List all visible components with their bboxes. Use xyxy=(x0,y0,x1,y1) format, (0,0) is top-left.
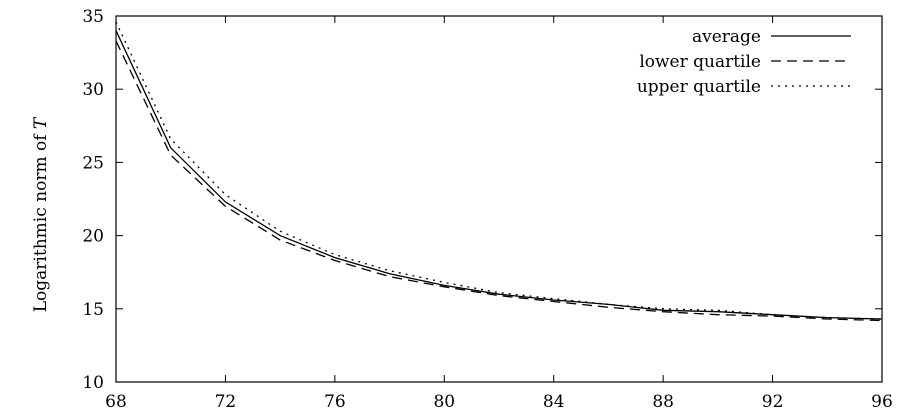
y-tick-label-10: 10 xyxy=(82,373,104,393)
x-tick-label-72: 72 xyxy=(215,392,237,412)
y-axis-title-variable: T xyxy=(31,116,51,129)
x-tick-label-92: 92 xyxy=(762,392,784,412)
x-tick-label-84: 84 xyxy=(543,392,565,412)
x-tick-label-88: 88 xyxy=(652,392,674,412)
legend-label-average: average xyxy=(692,27,761,47)
y-tick-label-35: 35 xyxy=(82,7,104,27)
y-tick-label-25: 25 xyxy=(82,153,104,173)
legend: average lower quartile upper quartile xyxy=(637,27,851,97)
series-group xyxy=(115,21,883,322)
y-axis-title: Logarithmic norm of T xyxy=(31,116,51,312)
x-tick-label-68: 68 xyxy=(105,392,127,412)
y-axis-title-text: Logarithmic norm of xyxy=(31,129,51,312)
y-tick-label-30: 30 xyxy=(82,80,104,100)
x-tick-label-80: 80 xyxy=(433,392,455,412)
legend-label-lower-quartile: lower quartile xyxy=(639,52,761,72)
series-line-lower-quartile xyxy=(115,40,883,322)
x-tick-label-76: 76 xyxy=(324,392,346,412)
ticks-group: 68 72 76 80 84 88 92 96 10 15 20 25 30 35 xyxy=(82,7,892,412)
series-line-average xyxy=(115,30,883,320)
plot-frame xyxy=(115,15,883,383)
y-tick-label-15: 15 xyxy=(82,300,104,320)
y-tick-label-20: 20 xyxy=(82,227,104,247)
plot-frame-group xyxy=(115,15,883,383)
x-tick-label-96: 96 xyxy=(871,392,893,412)
legend-label-upper-quartile: upper quartile xyxy=(637,77,761,97)
series-line-upper-quartile xyxy=(115,21,883,320)
